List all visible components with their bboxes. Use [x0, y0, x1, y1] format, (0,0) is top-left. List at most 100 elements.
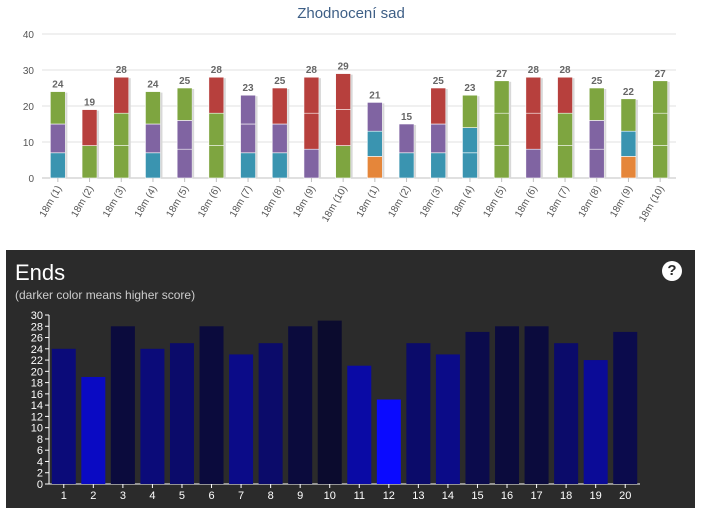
- bar-segment: [50, 152, 66, 179]
- bar-segment: [462, 127, 478, 154]
- bar-segment: [398, 152, 415, 179]
- bar: [495, 326, 520, 484]
- y-tick-label: 8: [37, 434, 43, 446]
- bar-segment: [176, 120, 193, 150]
- bar-segment: [208, 112, 225, 146]
- x-tick-label: 2: [90, 490, 96, 502]
- bar-shadow: [477, 96, 480, 178]
- bar: [288, 326, 313, 484]
- bar: [317, 320, 342, 484]
- bar-segment: [557, 145, 573, 179]
- bar-shadow: [382, 103, 385, 178]
- bar: [110, 326, 135, 484]
- bar-segment: [367, 130, 383, 157]
- bar-total-label: 29: [338, 62, 350, 73]
- bar-shadow: [604, 89, 607, 178]
- bar-segment: [271, 152, 288, 179]
- bar-segment: [240, 152, 256, 179]
- ends-panel: Ends (darker color means higher score) ?…: [6, 250, 695, 508]
- bar: [347, 365, 372, 484]
- x-tick-label: 7: [238, 490, 244, 502]
- bar-segment: [50, 123, 66, 154]
- bar-segment: [525, 76, 542, 114]
- bar: [465, 331, 490, 484]
- x-tick-label: 8: [268, 490, 274, 502]
- x-tick-label: 11: [354, 490, 365, 502]
- y-tick-label: 30: [23, 66, 35, 77]
- x-tick-label: 9: [297, 490, 303, 502]
- bar-shadow: [540, 78, 543, 178]
- x-tick-label: 18m (7): [228, 184, 255, 219]
- bar-total-label: 28: [528, 65, 540, 76]
- x-tick-label: 14: [442, 490, 454, 502]
- y-tick-label: 26: [31, 333, 43, 345]
- x-tick-label: 18m (7): [545, 184, 572, 219]
- bar: [140, 348, 165, 484]
- bar-segment: [81, 109, 98, 146]
- bar-shadow: [572, 78, 575, 178]
- bar-segment: [335, 145, 351, 179]
- bar: [613, 331, 638, 484]
- x-tick-label: 18: [560, 490, 572, 502]
- y-tick-label: 28: [31, 321, 43, 333]
- y-tick-label: 16: [31, 389, 43, 401]
- bar-segment: [493, 80, 510, 114]
- y-tick-label: 40: [23, 30, 35, 41]
- x-tick-label: 15: [471, 490, 483, 502]
- bar: [583, 360, 608, 484]
- x-tick-label: 18m (6): [196, 184, 223, 219]
- bar-segment: [652, 145, 668, 179]
- bar-segment: [652, 80, 668, 114]
- bar-segment: [557, 112, 573, 146]
- chart-title: Zhodnocení sad: [297, 5, 405, 22]
- help-icon[interactable]: ?: [662, 261, 682, 281]
- bar: [376, 399, 401, 484]
- bar-segment: [50, 91, 66, 125]
- bar-segment: [176, 148, 193, 179]
- bar-shadow: [192, 89, 195, 178]
- bar-total-label: 25: [179, 76, 191, 87]
- bar-total-label: 28: [559, 65, 571, 76]
- bar-shadow: [445, 89, 448, 178]
- bar: [199, 326, 224, 484]
- x-tick-label: 17: [530, 490, 542, 502]
- x-tick-label: 3: [120, 490, 126, 502]
- bar-segment: [240, 123, 256, 154]
- bar-segment: [462, 94, 478, 128]
- x-tick-label: 13: [412, 490, 424, 502]
- bar: [435, 354, 460, 484]
- bar-segment: [652, 112, 668, 146]
- bar-total-label: 27: [655, 69, 667, 80]
- x-tick-label: 6: [208, 490, 214, 502]
- bar-shadow: [350, 74, 353, 178]
- x-tick-label: 18m (2): [69, 184, 96, 219]
- x-tick-label: 18m (1): [38, 184, 65, 219]
- x-tick-label: 18m (8): [577, 184, 604, 219]
- x-tick-label: 16: [501, 490, 513, 502]
- bar-shadow: [97, 110, 100, 178]
- bar-segment: [493, 112, 510, 146]
- bar: [524, 326, 549, 484]
- x-tick-label: 18m (5): [164, 184, 191, 219]
- bar-total-label: 24: [147, 80, 159, 91]
- bar-total-label: 25: [274, 76, 286, 87]
- bar-segment: [557, 76, 573, 114]
- bar-segment: [335, 109, 351, 146]
- bar-shadow: [128, 78, 131, 178]
- x-tick-label: 20: [619, 490, 631, 502]
- bar-segment: [430, 123, 447, 154]
- bar-segment: [588, 148, 605, 179]
- bar-total-label: 24: [52, 80, 64, 91]
- y-tick-label: 22: [31, 355, 43, 367]
- bar-shadow: [160, 92, 163, 178]
- bar-total-label: 28: [211, 65, 223, 76]
- bar-segment: [113, 76, 130, 114]
- bar-segment: [430, 152, 447, 179]
- y-tick-label: 30: [31, 310, 43, 322]
- y-tick-label: 4: [37, 456, 43, 468]
- bar-segment: [398, 123, 415, 154]
- bar-shadow: [223, 78, 226, 178]
- y-tick-label: 20: [31, 366, 43, 378]
- chart-subtitle: (darker color means higher score): [15, 288, 196, 302]
- bar-segment: [145, 123, 161, 154]
